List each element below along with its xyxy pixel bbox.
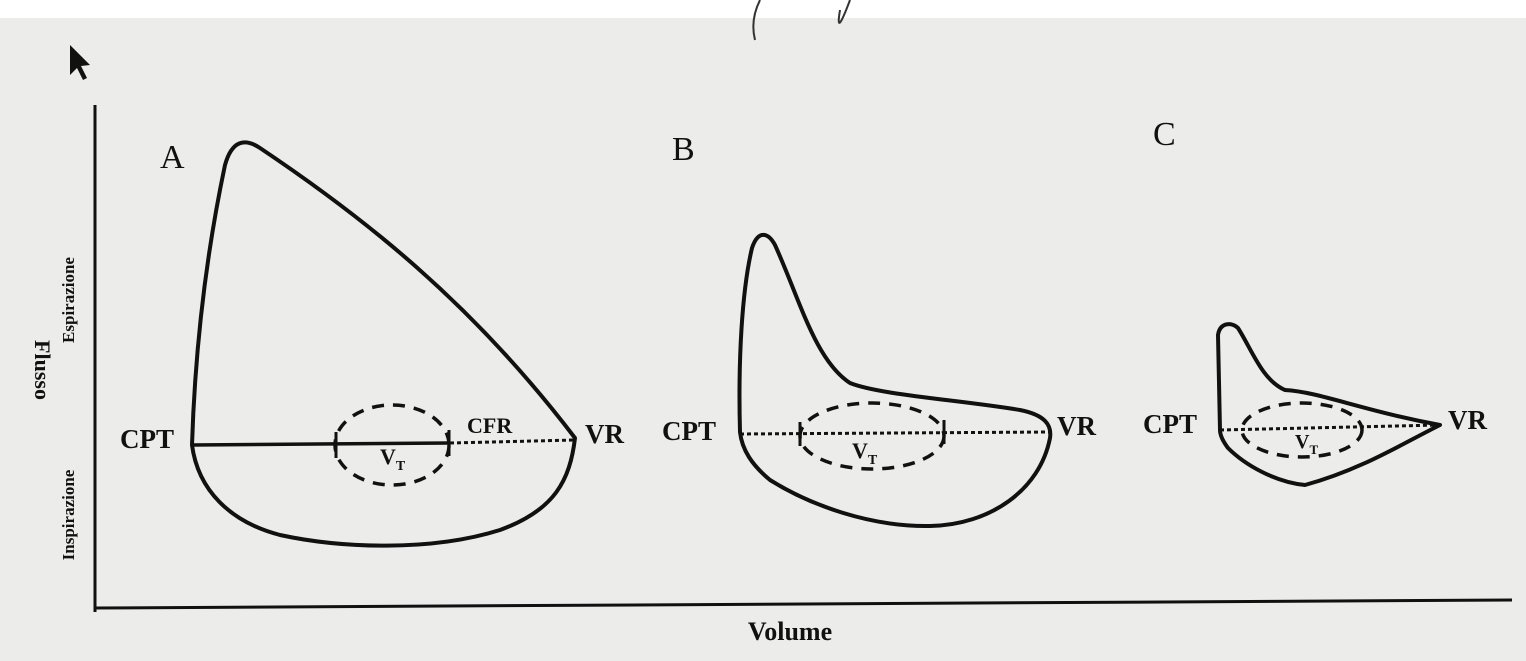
y-lower-label: Inspirazione	[59, 469, 78, 560]
tidal-label: VT	[1295, 431, 1318, 457]
top-margin	[0, 0, 1526, 18]
baseline-a	[191, 441, 451, 447]
tidal-label: VT	[852, 438, 878, 468]
right-label: VR	[1448, 405, 1487, 435]
tidal-v: V	[852, 438, 868, 463]
left-label: CPT	[120, 424, 174, 454]
x-axis-label: Volume	[748, 617, 832, 646]
cursor	[70, 45, 90, 80]
tidal-sub: T	[868, 453, 878, 468]
baseline-b-dotted	[739, 430, 1051, 436]
tidal-label: VT	[380, 444, 406, 474]
x-axis	[94, 598, 1513, 610]
loop-label: C	[1153, 116, 1176, 153]
left-label: CPT	[662, 416, 716, 446]
tidal-sub: T	[1309, 442, 1318, 457]
baseline-c-dotted	[1219, 423, 1441, 432]
tidal-loop-c	[1240, 401, 1364, 459]
middle-label: CFR	[467, 413, 513, 438]
right-label: VR	[585, 419, 624, 449]
left-label: CPT	[1143, 409, 1197, 439]
tidal-v: V	[380, 444, 396, 469]
y-axis-label: Flusso	[30, 340, 55, 400]
loop-b	[737, 232, 1053, 529]
tidal-v: V	[1295, 431, 1310, 453]
loop-a	[190, 140, 577, 548]
right-label: VR	[1057, 411, 1096, 441]
y-upper-label: Espirazione	[59, 257, 78, 343]
tidal-sub: T	[396, 459, 406, 474]
loop-label: B	[672, 131, 695, 168]
loop-label: A	[160, 139, 185, 176]
scribble	[752, 0, 851, 41]
